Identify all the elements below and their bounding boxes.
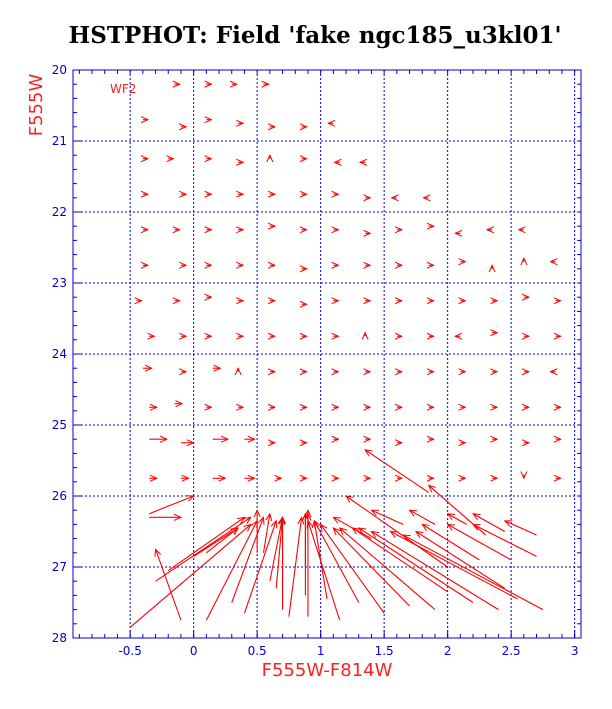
vector-arrow [269,517,283,582]
vector-arrow [448,514,467,525]
x-tick-label: 2 [444,644,452,658]
vector-arrow [205,521,257,621]
vector-arrow [416,532,506,589]
x-tick-label: 1 [317,644,325,658]
vector-arrow [346,496,448,568]
axis-labels: -0.5 0 0.5 1 1.5 2 2.5 3 20 21 22 23 24 25 26 27 28 [52,63,579,658]
y-tick-label: 26 [52,489,67,503]
vector-arrow [206,528,238,554]
vector-arrow [473,514,506,532]
y-tick-label: 20 [52,63,67,77]
vector-arrow [321,524,385,614]
vector-arrow [333,528,410,607]
vector-arrow [505,521,537,536]
vector-arrow [359,528,474,603]
vector-arrow [365,450,429,493]
vector-arrow [422,524,480,561]
vector-arrow [155,517,251,582]
chart-title: HSTPHOT: Field 'fake ngc185_u3kl01' [68,22,562,49]
vector-arrow [148,496,193,515]
x-axis-title: F555W-F814W [262,660,393,681]
x-tick-label: 0 [190,644,198,658]
x-tick-label: 0.5 [248,644,267,658]
vector-arrow [473,524,537,557]
plot-frame [72,69,582,639]
y-tick-label: 28 [52,631,67,645]
x-tick-label: -0.5 [118,644,141,658]
vector-arrow [371,532,499,611]
y-axis-title: F555W [26,74,47,137]
vector-arrow [371,510,404,525]
x-tick-label: 1.5 [375,644,394,658]
y-tick-label: 22 [52,205,67,219]
vector-arrow [403,535,544,611]
vector-arrow [262,514,270,553]
vector-arrow [156,549,182,621]
vector-arrow [448,524,512,561]
panel-label: WF2 [110,82,136,96]
vector-arrow [391,532,518,600]
vector-arrow [243,521,276,614]
vector-arrow [193,528,238,557]
vector-arrow [314,521,360,603]
vector-series [129,84,561,628]
vector-arrow [288,517,302,617]
y-tick-label: 23 [52,276,67,290]
vector-arrow [275,517,282,589]
x-tick-label: 3 [571,644,579,658]
y-tick-label: 24 [52,347,67,361]
x-tick-label: 2.5 [502,644,521,658]
vector-arrow [167,517,244,572]
vector-arrow [308,521,341,621]
vector-arrow [333,517,372,540]
vector-arrow [129,524,251,628]
y-tick-label: 25 [52,418,67,432]
grid-lines [73,69,581,639]
vector-arrow [410,510,436,525]
vector-arrow [429,485,487,536]
y-tick-label: 27 [52,560,67,574]
vector-arrow [231,517,264,603]
vector-arrow [352,528,448,593]
vector-arrow [340,528,436,611]
y-tick-label: 21 [52,134,67,148]
